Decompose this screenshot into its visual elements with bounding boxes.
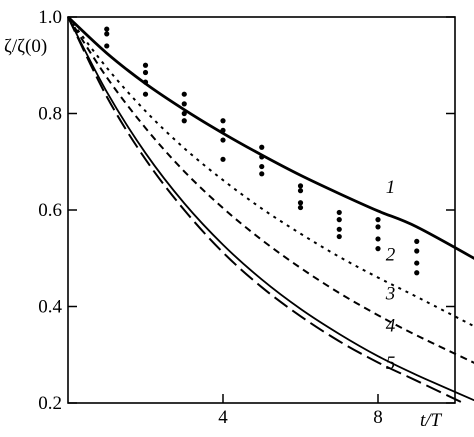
- data-point: [297, 183, 304, 189]
- data-point: [104, 31, 110, 37]
- data-point: [297, 200, 304, 206]
- y-axis-label: ζ/ζ(0): [4, 36, 47, 57]
- data-point: [181, 118, 187, 124]
- curve-label-3: 3: [385, 283, 396, 304]
- data-point: [414, 270, 420, 276]
- y-axis-ticks: 0.2 0.4 0.6 0.8 1.0: [38, 7, 455, 414]
- y-tick-label: 0.6: [38, 200, 62, 221]
- data-point: [375, 236, 381, 242]
- data-point: [297, 204, 304, 211]
- data-point: [336, 217, 342, 223]
- y-tick-label: 0.2: [38, 393, 62, 414]
- curve-2: [67, 16, 474, 328]
- curves: [67, 15, 474, 404]
- y-tick-label: 0.8: [38, 104, 62, 125]
- data-point: [259, 171, 265, 177]
- data-point: [336, 209, 342, 216]
- data-point: [375, 224, 381, 230]
- curve-3: [67, 16, 474, 364]
- data-point: [220, 156, 226, 162]
- data-point: [259, 154, 265, 160]
- data-point: [142, 62, 149, 68]
- curve-1: [67, 15, 474, 260]
- data-point: [297, 188, 304, 194]
- plot-area-frame: [67, 16, 456, 404]
- data-point: [181, 91, 187, 97]
- curve-label-4: 4: [386, 316, 396, 337]
- data-point: [375, 246, 381, 252]
- data-point: [142, 79, 149, 85]
- data-point: [375, 217, 381, 223]
- data-point: [181, 101, 187, 107]
- data-points: [104, 26, 420, 276]
- data-point: [220, 127, 226, 133]
- data-point: [181, 110, 187, 117]
- data-point: [336, 233, 342, 240]
- data-point: [259, 163, 265, 170]
- curve-label-1: 1: [386, 177, 396, 198]
- data-point: [220, 137, 226, 143]
- data-point: [336, 226, 342, 232]
- data-point: [104, 26, 110, 32]
- y-tick-label: 1.0: [38, 7, 62, 28]
- curve-labels: 1 2 3 4 5: [385, 177, 396, 374]
- data-point: [414, 238, 420, 244]
- data-point: [220, 118, 226, 124]
- data-point: [259, 144, 265, 150]
- x-tick-label: 4: [218, 407, 228, 428]
- curve-4: [67, 16, 474, 402]
- y-tick-label: 0.4: [38, 297, 62, 318]
- curve-label-2: 2: [386, 245, 396, 266]
- data-point: [142, 91, 149, 97]
- data-point: [414, 248, 420, 254]
- data-point: [104, 43, 110, 49]
- curve-label-5: 5: [386, 353, 396, 374]
- x-tick-label: 8: [373, 407, 383, 428]
- curve-5: [67, 16, 464, 404]
- x-axis-label: t/T: [420, 410, 443, 431]
- data-point: [414, 260, 420, 266]
- data-point: [142, 69, 149, 76]
